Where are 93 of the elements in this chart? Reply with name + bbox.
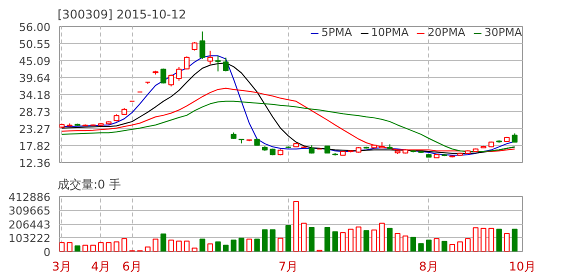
bar: [308, 227, 315, 252]
candlestick: [184, 56, 190, 70]
bar: [184, 240, 190, 252]
bar: [512, 228, 518, 252]
bar: [278, 238, 284, 252]
bar: [324, 227, 330, 252]
bar: [418, 243, 424, 252]
y-tick-label: 34.18: [19, 89, 51, 102]
chart-title: [300309] 2015-10-12: [58, 8, 186, 22]
candlestick: [168, 74, 174, 87]
y-tick-label: 56.00: [19, 21, 51, 34]
bar: [207, 243, 214, 252]
bar: [472, 227, 478, 252]
bar: [379, 222, 385, 252]
bar: [449, 244, 456, 252]
candlestick: [200, 30, 206, 60]
bar: [215, 241, 221, 252]
candlestick: [160, 68, 166, 84]
candlestick: [222, 57, 229, 72]
line-series: [61, 88, 516, 152]
bar: [442, 240, 448, 252]
bar: [402, 236, 408, 252]
bar: [254, 238, 260, 252]
bar: [301, 222, 307, 252]
y-tick-label: 206443: [8, 218, 51, 232]
bar: [246, 238, 252, 252]
y-tick-label: 412886: [8, 191, 51, 204]
bar: [222, 244, 229, 252]
bar: [457, 241, 463, 252]
legend-label: 30PMA: [484, 26, 522, 39]
bar: [192, 248, 198, 252]
y-tick-label: 103222: [8, 232, 51, 246]
bar: [348, 228, 354, 252]
bar: [200, 238, 206, 252]
bar: [465, 238, 471, 252]
bar: [504, 233, 510, 252]
bar: [426, 240, 432, 252]
y-tick-label: 17.82: [19, 140, 51, 153]
candlestick: [207, 50, 214, 65]
bar: [168, 240, 174, 252]
bar: [293, 201, 299, 252]
x-tick-label: 4月: [91, 260, 111, 274]
chart-title: 成交量:0 手: [58, 178, 121, 192]
y-tick-label: 39.64: [19, 72, 51, 85]
y-tick-label: 50.55: [19, 38, 51, 51]
bar: [238, 238, 244, 252]
y-tick-label: 45.09: [19, 55, 51, 68]
bar: [480, 228, 486, 252]
bar: [434, 238, 440, 252]
bar: [386, 228, 393, 252]
bar: [270, 229, 276, 252]
bar: [90, 244, 96, 252]
candlestick: [215, 55, 221, 72]
bar: [144, 246, 151, 252]
bar: [66, 242, 72, 252]
bar: [262, 229, 268, 252]
bar: [82, 244, 88, 252]
x-tick-label: 7月: [278, 260, 298, 274]
bar: [394, 233, 400, 252]
bar: [496, 228, 502, 252]
legend-label: 5PMA: [321, 26, 352, 39]
candlestick: [176, 66, 182, 82]
bar: [340, 232, 346, 252]
bar: [488, 228, 494, 252]
bar: [98, 242, 104, 252]
bar: [106, 242, 112, 252]
bar: [230, 240, 236, 252]
bar: [121, 238, 128, 252]
legend-label: 10PMA: [371, 26, 409, 39]
bar: [152, 238, 158, 252]
bar: [332, 231, 338, 252]
bar: [356, 226, 362, 252]
bar: [114, 241, 120, 252]
x-tick-label: 6月: [122, 260, 142, 274]
bar: [410, 236, 416, 252]
y-tick-label: 0: [44, 246, 50, 259]
y-tick-label: 309665: [8, 204, 51, 218]
bar: [176, 240, 182, 252]
bar: [364, 230, 370, 252]
y-tick-label: 23.27: [19, 123, 51, 136]
bar: [160, 234, 166, 252]
y-tick-label: 12.36: [19, 157, 51, 170]
bar: [285, 225, 292, 252]
x-tick-label: 8月: [418, 260, 439, 274]
bar: [371, 230, 377, 252]
candlestick: [512, 132, 518, 143]
x-tick-label: 3月: [52, 260, 72, 274]
x-tick-label: 10月: [508, 260, 536, 274]
legend-label: 20PMA: [428, 26, 466, 39]
bar: [60, 242, 65, 252]
line-series: [61, 100, 516, 152]
bar: [74, 245, 80, 252]
y-tick-label: 28.73: [19, 106, 51, 119]
